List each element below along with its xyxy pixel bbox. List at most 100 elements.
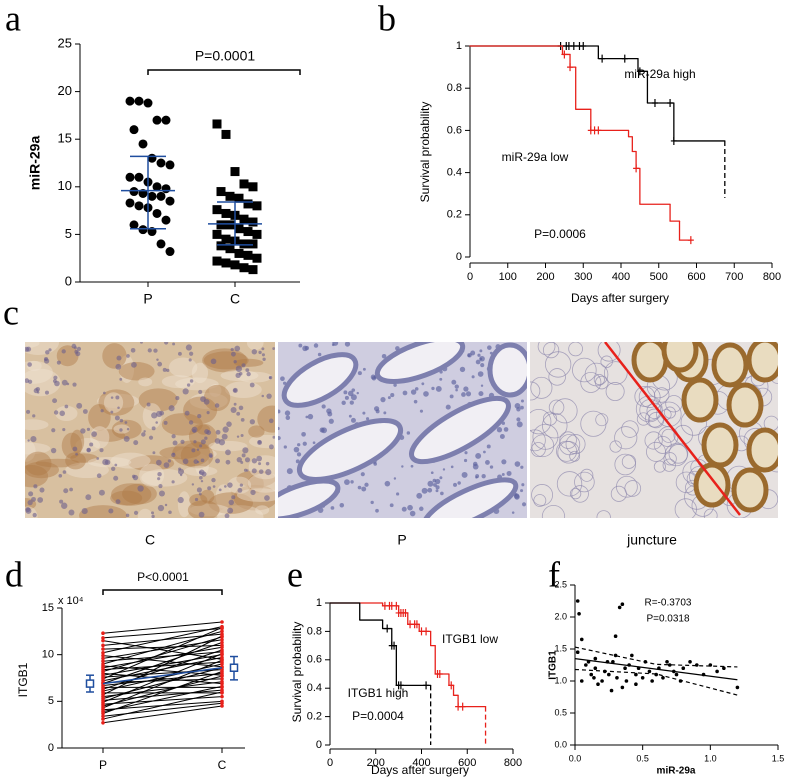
nucleus — [133, 440, 139, 446]
tissue-stain — [88, 404, 111, 431]
nucleus — [238, 405, 244, 411]
nucleus — [131, 474, 136, 479]
nucleus — [431, 386, 435, 391]
nucleus — [427, 487, 433, 493]
nucleus — [475, 452, 482, 459]
nucleus — [245, 368, 250, 372]
stroma-cell — [636, 412, 651, 426]
point — [165, 247, 175, 257]
stroma-cell — [614, 453, 637, 476]
point — [579, 679, 584, 683]
nucleus — [272, 347, 275, 350]
point — [252, 229, 262, 239]
nucleus — [37, 497, 44, 503]
nucleus — [427, 480, 434, 487]
nucleus — [457, 481, 461, 485]
nucleus — [402, 390, 408, 396]
panel-letter: a — [5, 0, 21, 38]
nucleus — [451, 379, 457, 385]
pair-line — [102, 655, 223, 668]
stroma-cell — [537, 342, 556, 356]
stroma-cell — [559, 431, 577, 449]
y-tick-label: 0.8 — [447, 82, 462, 94]
nucleus — [172, 342, 176, 346]
nucleus — [119, 377, 123, 381]
censor-mark — [413, 620, 420, 629]
tissue-stain — [138, 377, 153, 387]
nucleus — [419, 506, 424, 512]
nucleus — [461, 471, 468, 478]
tissue-stain — [118, 362, 155, 381]
nucleus — [516, 421, 523, 428]
censor-mark — [561, 50, 568, 59]
nucleus — [123, 435, 130, 442]
nucleus — [387, 396, 391, 400]
nucleus — [155, 421, 158, 424]
annotation: P=0.0318 — [646, 614, 690, 625]
nucleus — [208, 453, 213, 458]
crypt — [296, 418, 404, 482]
nucleus — [111, 466, 116, 471]
y-tick-label: 0.4 — [447, 167, 462, 179]
point — [611, 660, 615, 664]
stroma-cell — [646, 441, 666, 462]
series-label: ITGB1 high — [348, 686, 409, 700]
nucleus — [50, 447, 57, 454]
point — [101, 638, 105, 643]
nucleus — [489, 465, 494, 469]
point — [674, 672, 679, 677]
nucleus — [166, 368, 170, 373]
point — [252, 201, 262, 211]
nucleus — [196, 487, 202, 493]
nucleus — [185, 344, 192, 351]
y-tick-label: 0.6 — [307, 654, 322, 666]
nucleus — [401, 506, 407, 512]
nucleus — [520, 405, 524, 410]
censor-mark — [687, 236, 694, 245]
nucleus — [226, 421, 232, 427]
nucleus — [256, 455, 263, 462]
point — [221, 129, 231, 139]
nucleus — [61, 349, 66, 354]
nucleus — [365, 417, 370, 421]
nucleus — [204, 436, 208, 440]
nucleus — [178, 351, 182, 356]
nucleus — [390, 393, 395, 398]
stroma-cell — [662, 458, 676, 472]
nucleus — [73, 346, 77, 350]
stroma-cell — [571, 485, 589, 503]
tissue-stain — [236, 371, 273, 383]
point — [243, 199, 253, 209]
nucleus — [61, 379, 68, 386]
point — [221, 234, 231, 244]
nucleus — [295, 459, 300, 464]
nucleus — [63, 488, 69, 494]
nucleus — [198, 389, 203, 394]
point — [647, 669, 652, 674]
nucleus — [380, 397, 386, 403]
point — [216, 220, 226, 230]
nucleus — [261, 347, 265, 351]
nucleus — [396, 492, 400, 496]
nucleus — [251, 468, 257, 474]
nucleus — [442, 468, 446, 471]
nucleus — [158, 484, 163, 489]
nucleus — [478, 391, 484, 397]
nucleus — [157, 504, 165, 512]
nucleus — [435, 385, 442, 392]
point — [220, 637, 224, 642]
nucleus — [410, 464, 414, 468]
x-tick-label: 600 — [458, 757, 476, 769]
nucleus — [321, 404, 326, 409]
nucleus — [157, 361, 163, 367]
nucleus — [356, 391, 359, 395]
point — [617, 605, 622, 610]
image-caption: juncture — [626, 532, 677, 548]
tissue-stain — [159, 446, 201, 460]
crypt — [701, 422, 739, 468]
point — [230, 260, 240, 270]
nucleus — [140, 342, 143, 344]
nucleus — [171, 480, 175, 484]
point — [220, 701, 224, 705]
stroma-cell — [580, 468, 594, 482]
